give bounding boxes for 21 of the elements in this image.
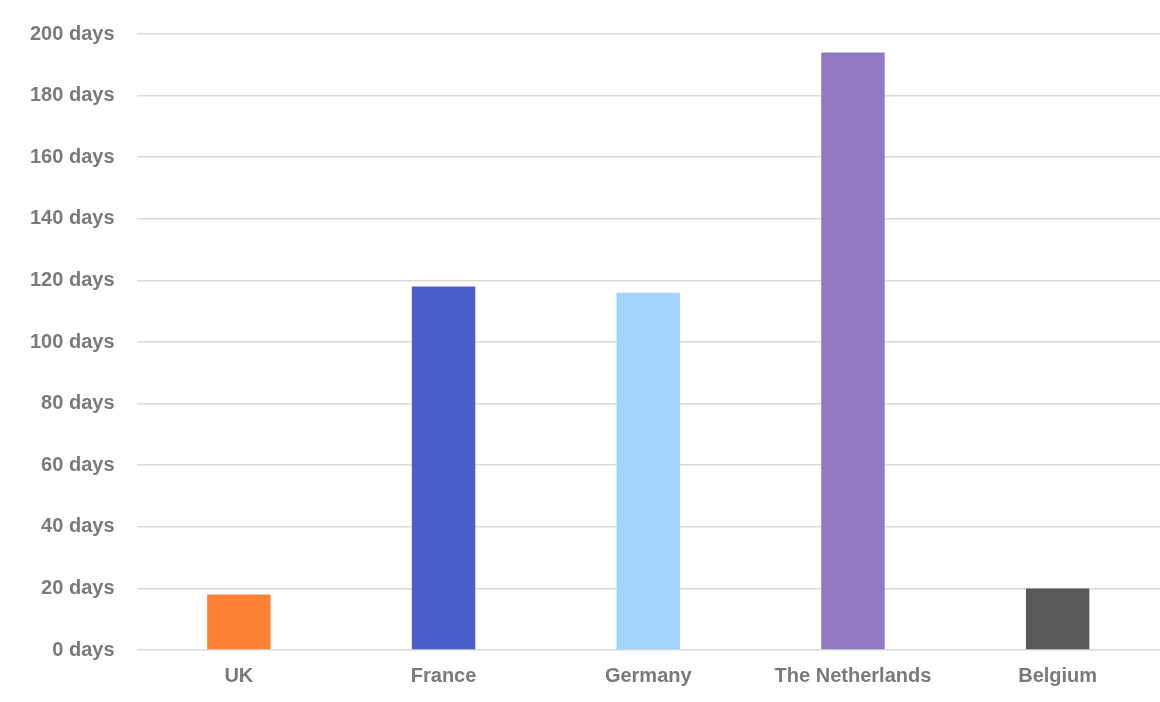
- y-tick-label: 0 days: [52, 637, 115, 660]
- y-tick-label: 80 days: [41, 391, 115, 414]
- bar: [821, 52, 885, 650]
- x-tick-label: UK: [224, 663, 254, 686]
- y-tick-label: 140 days: [30, 206, 115, 229]
- bar: [616, 292, 680, 650]
- y-tick-label: 200 days: [30, 21, 115, 44]
- x-tick-label: Belgium: [1018, 663, 1098, 686]
- y-tick-label: 120 days: [30, 267, 115, 290]
- x-tick-label: Germany: [604, 663, 693, 686]
- y-tick-label: 60 days: [41, 452, 115, 475]
- bar: [1025, 588, 1090, 650]
- y-tick-label: 180 days: [30, 83, 115, 106]
- x-tick-label: The Netherlands: [774, 663, 932, 686]
- y-tick-label: 160 days: [30, 144, 115, 167]
- y-tick-label: 40 days: [41, 514, 115, 537]
- bar: [411, 286, 476, 650]
- y-tick-label: 100 days: [30, 329, 115, 352]
- bar: [207, 594, 271, 650]
- y-tick-label: 20 days: [41, 575, 115, 598]
- x-tick-label: France: [410, 663, 477, 686]
